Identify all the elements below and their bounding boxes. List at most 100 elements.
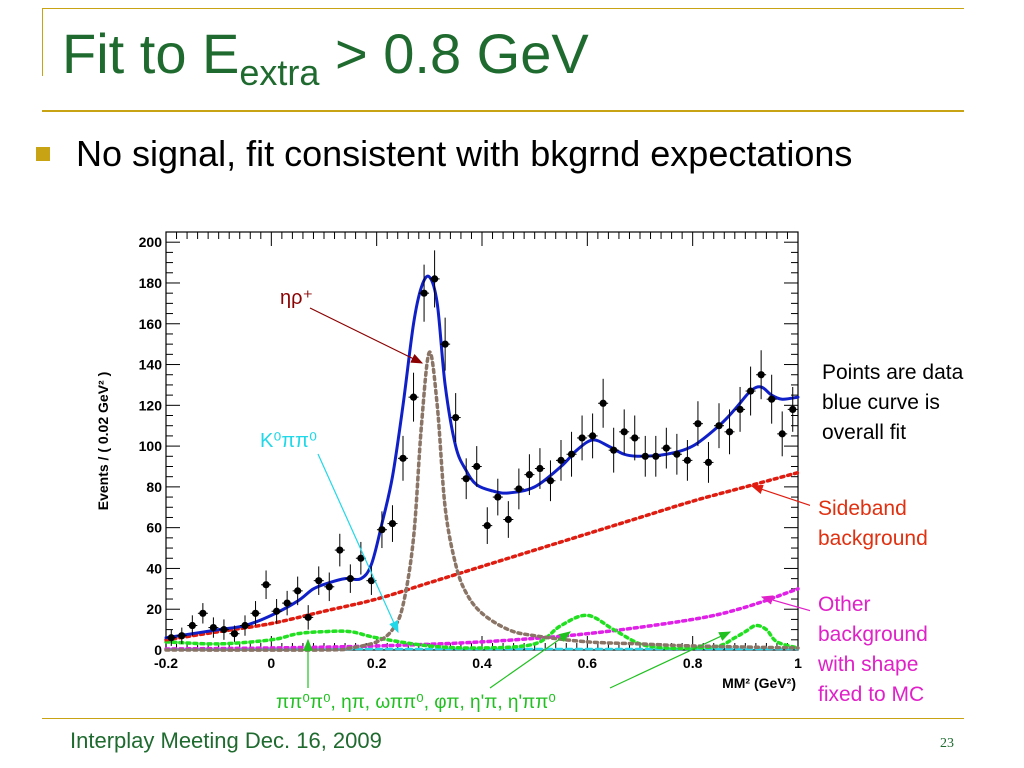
data-point xyxy=(378,526,386,534)
data-point xyxy=(315,577,323,585)
data-point xyxy=(251,609,260,617)
data-point xyxy=(399,454,407,462)
sideband-background-curve xyxy=(164,470,800,642)
x-axis-label: MM² (GeV²) xyxy=(722,675,796,691)
title-frame-top-rule xyxy=(42,8,964,9)
components-arrow-2 xyxy=(489,631,571,689)
k0-label: K⁰ππ⁰ xyxy=(260,430,317,452)
data-point xyxy=(483,522,491,530)
eta-rho-arrow xyxy=(309,307,424,364)
data-point xyxy=(346,575,354,583)
data-points xyxy=(166,250,798,646)
data-point xyxy=(557,456,565,464)
y-tick-label: 0 xyxy=(154,642,162,658)
data-point xyxy=(589,432,597,440)
title-subscript: extra xyxy=(239,52,320,93)
data-point xyxy=(388,519,397,528)
x-tick-label: 0.4 xyxy=(472,655,492,671)
y-axis-label: Events / ( 0.02 GeV² ) xyxy=(95,372,111,511)
data-point xyxy=(283,599,291,607)
data-point xyxy=(209,623,217,632)
y-tick-label: 60 xyxy=(146,520,162,536)
data-point xyxy=(715,422,723,430)
other-background-curve xyxy=(164,587,800,651)
page-number: 23 xyxy=(940,736,954,751)
overall-fit-curve xyxy=(164,274,800,640)
x-tick-label: 0.6 xyxy=(578,655,598,671)
data-point xyxy=(704,458,713,467)
data-point xyxy=(325,583,333,591)
y-tick-label: 200 xyxy=(139,234,163,250)
x-tick-label: 0 xyxy=(267,655,275,671)
components-arrow-3 xyxy=(609,631,732,689)
data-point xyxy=(462,475,470,483)
data-point xyxy=(620,428,628,436)
eta-rho-label: ηρ⁺ xyxy=(280,287,313,309)
data-point xyxy=(431,275,439,283)
data-point xyxy=(178,632,186,640)
data-point xyxy=(241,621,249,630)
slide-title: Fit to Eextra > 0.8 GeV xyxy=(62,26,589,91)
data-point xyxy=(683,456,692,464)
data-point xyxy=(515,485,523,493)
title-rest: > 0.8 GeV xyxy=(319,22,589,85)
bullet-square-icon xyxy=(36,147,50,161)
data-point xyxy=(441,340,449,348)
x-tick-label: 0.2 xyxy=(367,655,387,671)
y-tick-label: 180 xyxy=(139,275,163,291)
x-tick-label: -0.2 xyxy=(154,655,178,671)
data-point xyxy=(768,395,776,403)
data-point xyxy=(673,450,681,458)
title-rule xyxy=(42,110,964,112)
eta-rho-curve xyxy=(164,350,800,652)
data-point xyxy=(725,428,734,436)
sideband-background-label: Sideband background xyxy=(818,497,928,550)
data-point xyxy=(199,609,207,617)
data-point xyxy=(789,405,797,413)
fit-chart: 0 20 40 60 80 100 120 140 160 180 200 -0.2 0 0.2 0.4 0.… xyxy=(90,222,816,727)
data-point xyxy=(641,452,649,460)
x-tick-label: 0.8 xyxy=(683,655,703,671)
components-label: ππ⁰π⁰, ηπ, ωππ⁰, φπ, η'π, η'ππ⁰ xyxy=(276,692,556,713)
data-point xyxy=(536,464,544,473)
data-point xyxy=(694,420,702,428)
sideband-arrow xyxy=(750,484,816,508)
title-main: Fit to E xyxy=(62,22,240,85)
data-point xyxy=(525,471,533,479)
data-point xyxy=(294,587,302,595)
y-tick-label: 40 xyxy=(146,560,162,576)
other-background-label: Other background with shape fixed to MC xyxy=(818,593,928,706)
data-point xyxy=(757,371,765,379)
data-point xyxy=(631,434,639,442)
data-point xyxy=(420,289,428,297)
data-point xyxy=(652,452,660,460)
y-tick-label: 100 xyxy=(139,438,163,454)
data-point xyxy=(409,393,418,401)
mc-components-curve xyxy=(164,613,800,651)
title-frame-left-rule xyxy=(42,8,43,76)
y-tick-label: 140 xyxy=(139,357,163,373)
y-tick-label: 80 xyxy=(146,479,162,495)
data-point xyxy=(546,477,555,485)
data-point xyxy=(747,387,755,395)
data-point xyxy=(273,607,281,615)
data-point xyxy=(188,621,196,630)
data-point xyxy=(494,493,502,501)
fit-explanation-note: Points are data blue curve is overall fi… xyxy=(822,361,964,444)
data-point xyxy=(778,430,786,438)
fit-curves xyxy=(164,274,800,652)
data-point xyxy=(167,634,175,642)
data-point xyxy=(567,450,576,458)
data-point xyxy=(357,554,365,562)
other-bkg-arrow xyxy=(760,595,816,613)
y-tick-label: 160 xyxy=(139,316,163,332)
data-point xyxy=(610,446,618,454)
data-point xyxy=(578,434,586,442)
data-point xyxy=(452,413,460,422)
data-point xyxy=(736,405,744,413)
x-tick-label: 1 xyxy=(794,655,802,671)
data-point xyxy=(220,626,228,634)
data-point xyxy=(504,515,512,524)
